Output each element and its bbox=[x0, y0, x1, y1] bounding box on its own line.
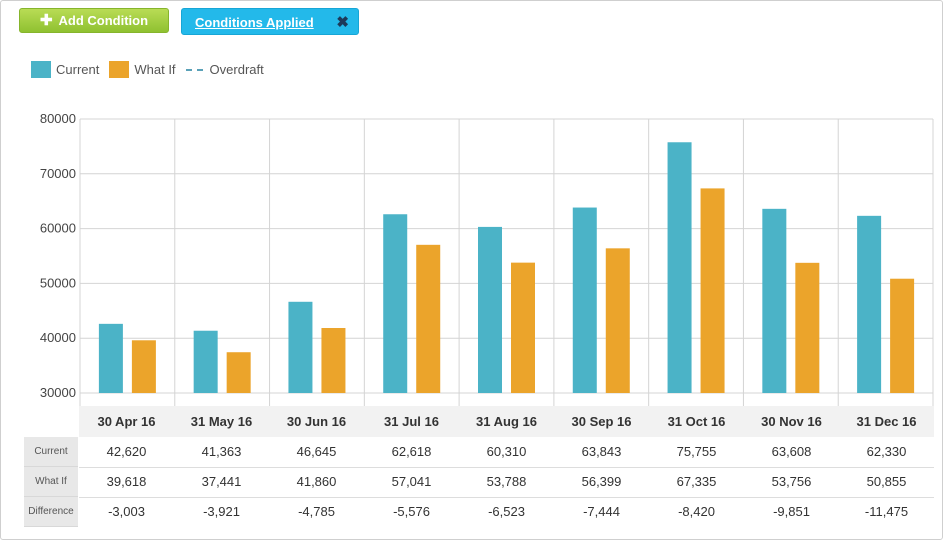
bar-current bbox=[762, 208, 787, 393]
table-cell: 41,860 bbox=[296, 474, 337, 489]
table-cell: 42,620 bbox=[106, 444, 147, 459]
table-cell: -11,475 bbox=[864, 504, 909, 519]
table-cell: 57,041 bbox=[391, 474, 432, 489]
table-row-divider bbox=[79, 467, 934, 468]
x-tick-label: 31 May 16 bbox=[190, 414, 253, 429]
table-cell: 53,788 bbox=[486, 474, 527, 489]
bar-current bbox=[288, 301, 313, 393]
x-tick-label: 30 Apr 16 bbox=[97, 414, 156, 429]
table-cell: -6,523 bbox=[488, 504, 525, 519]
table-row-label: Current bbox=[24, 437, 78, 467]
table-cell: 67,335 bbox=[676, 474, 717, 489]
bar-whatif bbox=[131, 340, 156, 393]
bar-current bbox=[383, 214, 408, 393]
bar-whatif bbox=[700, 188, 725, 393]
x-tick-label: 31 Aug 16 bbox=[476, 414, 537, 429]
add-condition-label: Add Condition bbox=[58, 13, 149, 28]
plus-icon: ✚ bbox=[39, 12, 53, 29]
x-tick-label: 31 Jul 16 bbox=[384, 414, 439, 429]
table-cell: -4,785 bbox=[298, 504, 335, 519]
bar-whatif bbox=[321, 328, 346, 393]
table-cell: 63,843 bbox=[581, 444, 622, 459]
table-cell: 75,755 bbox=[676, 444, 717, 459]
x-tick-label: 30 Jun 16 bbox=[286, 414, 347, 429]
x-tick-label: 30 Sep 16 bbox=[571, 414, 632, 429]
table-cell: 39,618 bbox=[106, 474, 147, 489]
bar-whatif bbox=[416, 244, 441, 393]
legend-item-overdraft[interactable]: Overdraft bbox=[185, 62, 264, 77]
close-icon[interactable]: ✖ bbox=[336, 14, 349, 31]
table-cell: 46,645 bbox=[296, 444, 337, 459]
table-cell: 37,441 bbox=[201, 474, 242, 489]
table-row-label: Difference bbox=[24, 497, 78, 527]
bar-current bbox=[98, 323, 123, 393]
y-tick-label: 40000 bbox=[40, 330, 76, 345]
table-cell: 62,330 bbox=[866, 444, 907, 459]
table-cell: -5,576 bbox=[393, 504, 430, 519]
table-cell: -3,921 bbox=[203, 504, 240, 519]
table-cell: 53,756 bbox=[771, 474, 812, 489]
table-cell: 50,855 bbox=[866, 474, 907, 489]
table-cell: -9,851 bbox=[773, 504, 810, 519]
table-cell: 62,618 bbox=[391, 444, 432, 459]
table-header-row: 30 Apr 16 31 May 16 30 Jun 16 31 Jul 16 31 A… bbox=[79, 406, 934, 437]
table-cell: 56,399 bbox=[581, 474, 622, 489]
y-tick-label: 80000 bbox=[40, 111, 76, 126]
bar-current bbox=[857, 215, 882, 393]
y-tick-label: 50000 bbox=[40, 275, 76, 290]
table-cell: 41,363 bbox=[201, 444, 242, 459]
bar-whatif bbox=[890, 278, 915, 393]
y-tick-label: 60000 bbox=[40, 221, 76, 236]
bar-current bbox=[193, 330, 218, 393]
table-row-label: What If bbox=[24, 467, 78, 497]
table-row-divider bbox=[79, 497, 934, 498]
bar-whatif bbox=[795, 262, 820, 393]
bar-current bbox=[572, 207, 597, 393]
table-cell: 60,310 bbox=[486, 444, 527, 459]
table-cell: -8,420 bbox=[678, 504, 715, 519]
legend-item-current[interactable]: Current bbox=[31, 61, 99, 78]
chart-legend: Current What If Overdraft bbox=[31, 61, 274, 78]
conditions-applied-label: Conditions Applied bbox=[195, 15, 314, 30]
legend-swatch-overdraft bbox=[185, 68, 203, 71]
add-condition-button[interactable]: ✚ Add Condition bbox=[19, 8, 169, 33]
legend-swatch-whatif bbox=[109, 61, 130, 78]
legend-item-whatif[interactable]: What If bbox=[109, 61, 176, 78]
legend-label-current: Current bbox=[56, 62, 100, 77]
bar-whatif bbox=[511, 262, 535, 393]
bar-whatif bbox=[226, 352, 251, 393]
y-tick-label: 30000 bbox=[40, 385, 76, 400]
conditions-applied-button[interactable]: Conditions Applied ✖ bbox=[181, 8, 359, 35]
legend-label-overdraft: Overdraft bbox=[209, 62, 264, 77]
x-tick-label: 31 Oct 16 bbox=[667, 414, 726, 429]
table-cell: -7,444 bbox=[583, 504, 620, 519]
legend-label-whatif: What If bbox=[134, 62, 176, 77]
x-tick-label: 31 Dec 16 bbox=[856, 414, 917, 429]
y-tick-label: 70000 bbox=[40, 166, 76, 181]
x-tick-label: 30 Nov 16 bbox=[761, 414, 822, 429]
bar-chart: 30000 40000 50000 60000 70000 80000 bbox=[40, 111, 934, 407]
legend-swatch-current bbox=[31, 61, 51, 78]
table-cell: -3,003 bbox=[108, 504, 145, 519]
bar-whatif bbox=[605, 248, 630, 393]
bar-current bbox=[478, 226, 502, 393]
table-cell: 63,608 bbox=[771, 444, 812, 459]
bar-current bbox=[667, 142, 692, 393]
